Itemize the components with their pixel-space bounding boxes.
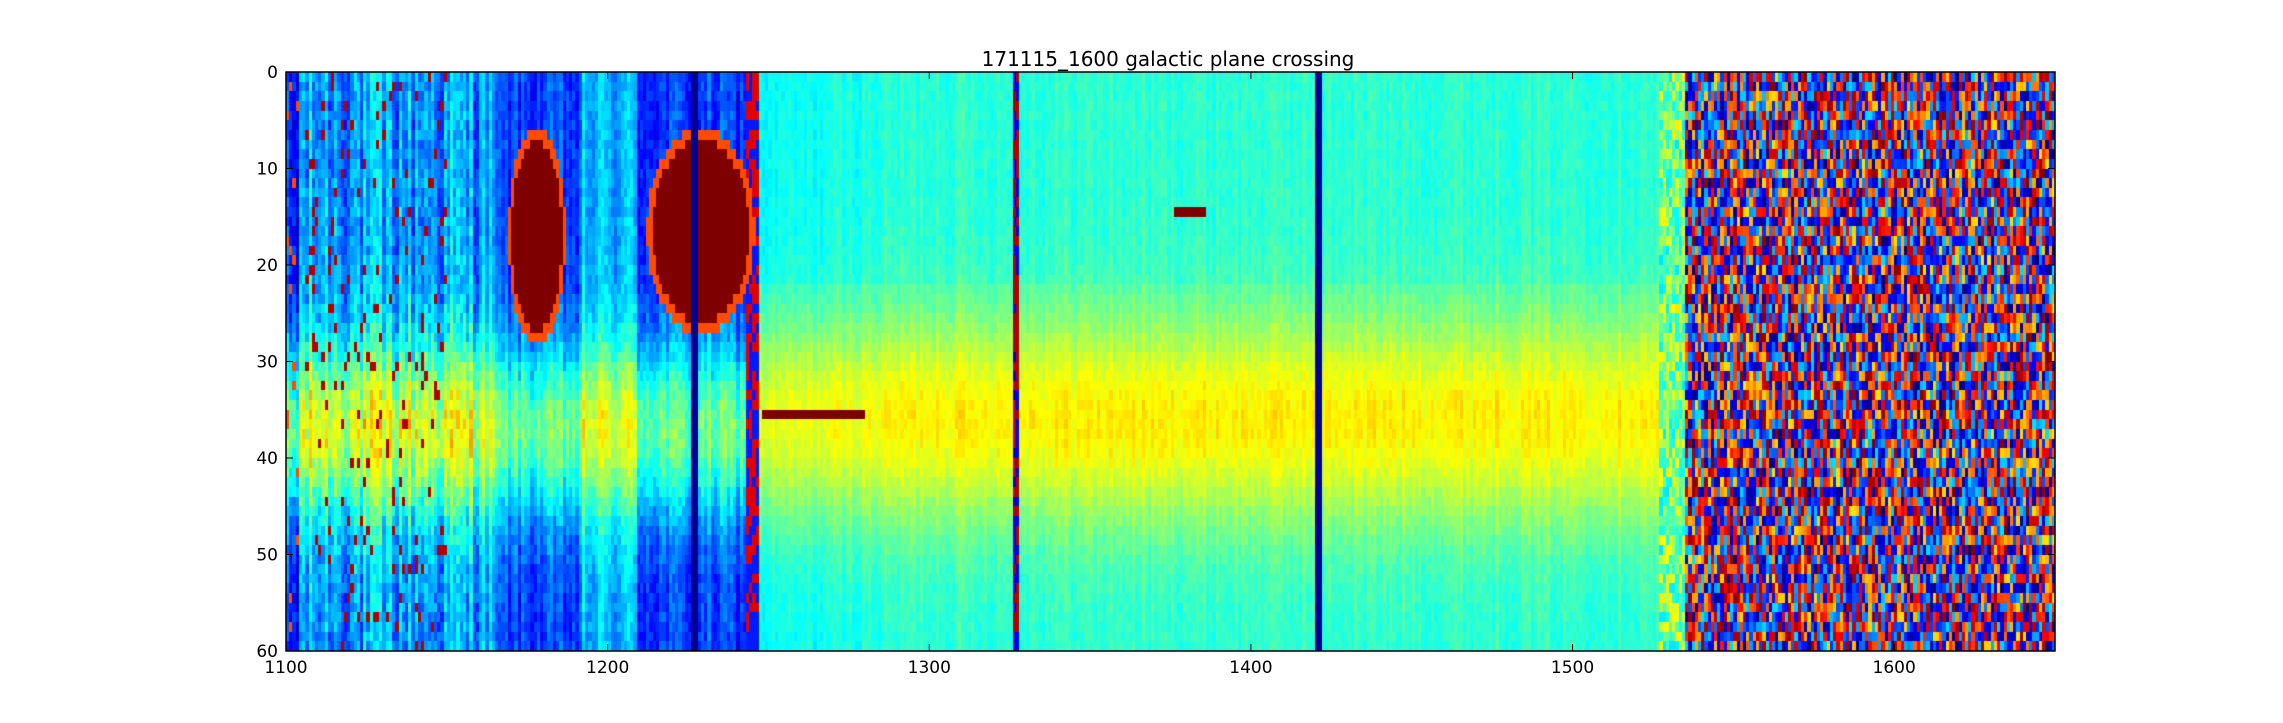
x-tick-label: 1600 (1873, 658, 1916, 678)
y-tick-label: 10 (256, 160, 278, 180)
x-tick-label: 1300 (908, 658, 951, 678)
x-tick-label: 1500 (1551, 658, 1594, 678)
heatmap-image (286, 72, 2055, 651)
heatmap-image-container (286, 72, 2055, 651)
y-tick-label: 20 (256, 256, 278, 276)
chart-title: 171115_1600 galactic plane crossing (982, 47, 1355, 71)
x-tick-label: 1400 (1229, 658, 1272, 678)
y-tick-label: 30 (256, 353, 278, 373)
y-tick-label: 50 (256, 546, 278, 566)
y-tick-label: 0 (267, 63, 278, 83)
heatmap-plot-area (285, 71, 2056, 652)
x-tick-label: 1100 (264, 658, 307, 678)
y-tick-label: 40 (256, 449, 278, 469)
x-tick-label: 1200 (586, 658, 629, 678)
y-tick-label: 60 (256, 642, 278, 662)
y-axis: 0 10 20 30 40 50 60 (256, 63, 2055, 662)
x-axis: 1100 1200 1300 1400 1500 1600 (264, 72, 1916, 678)
